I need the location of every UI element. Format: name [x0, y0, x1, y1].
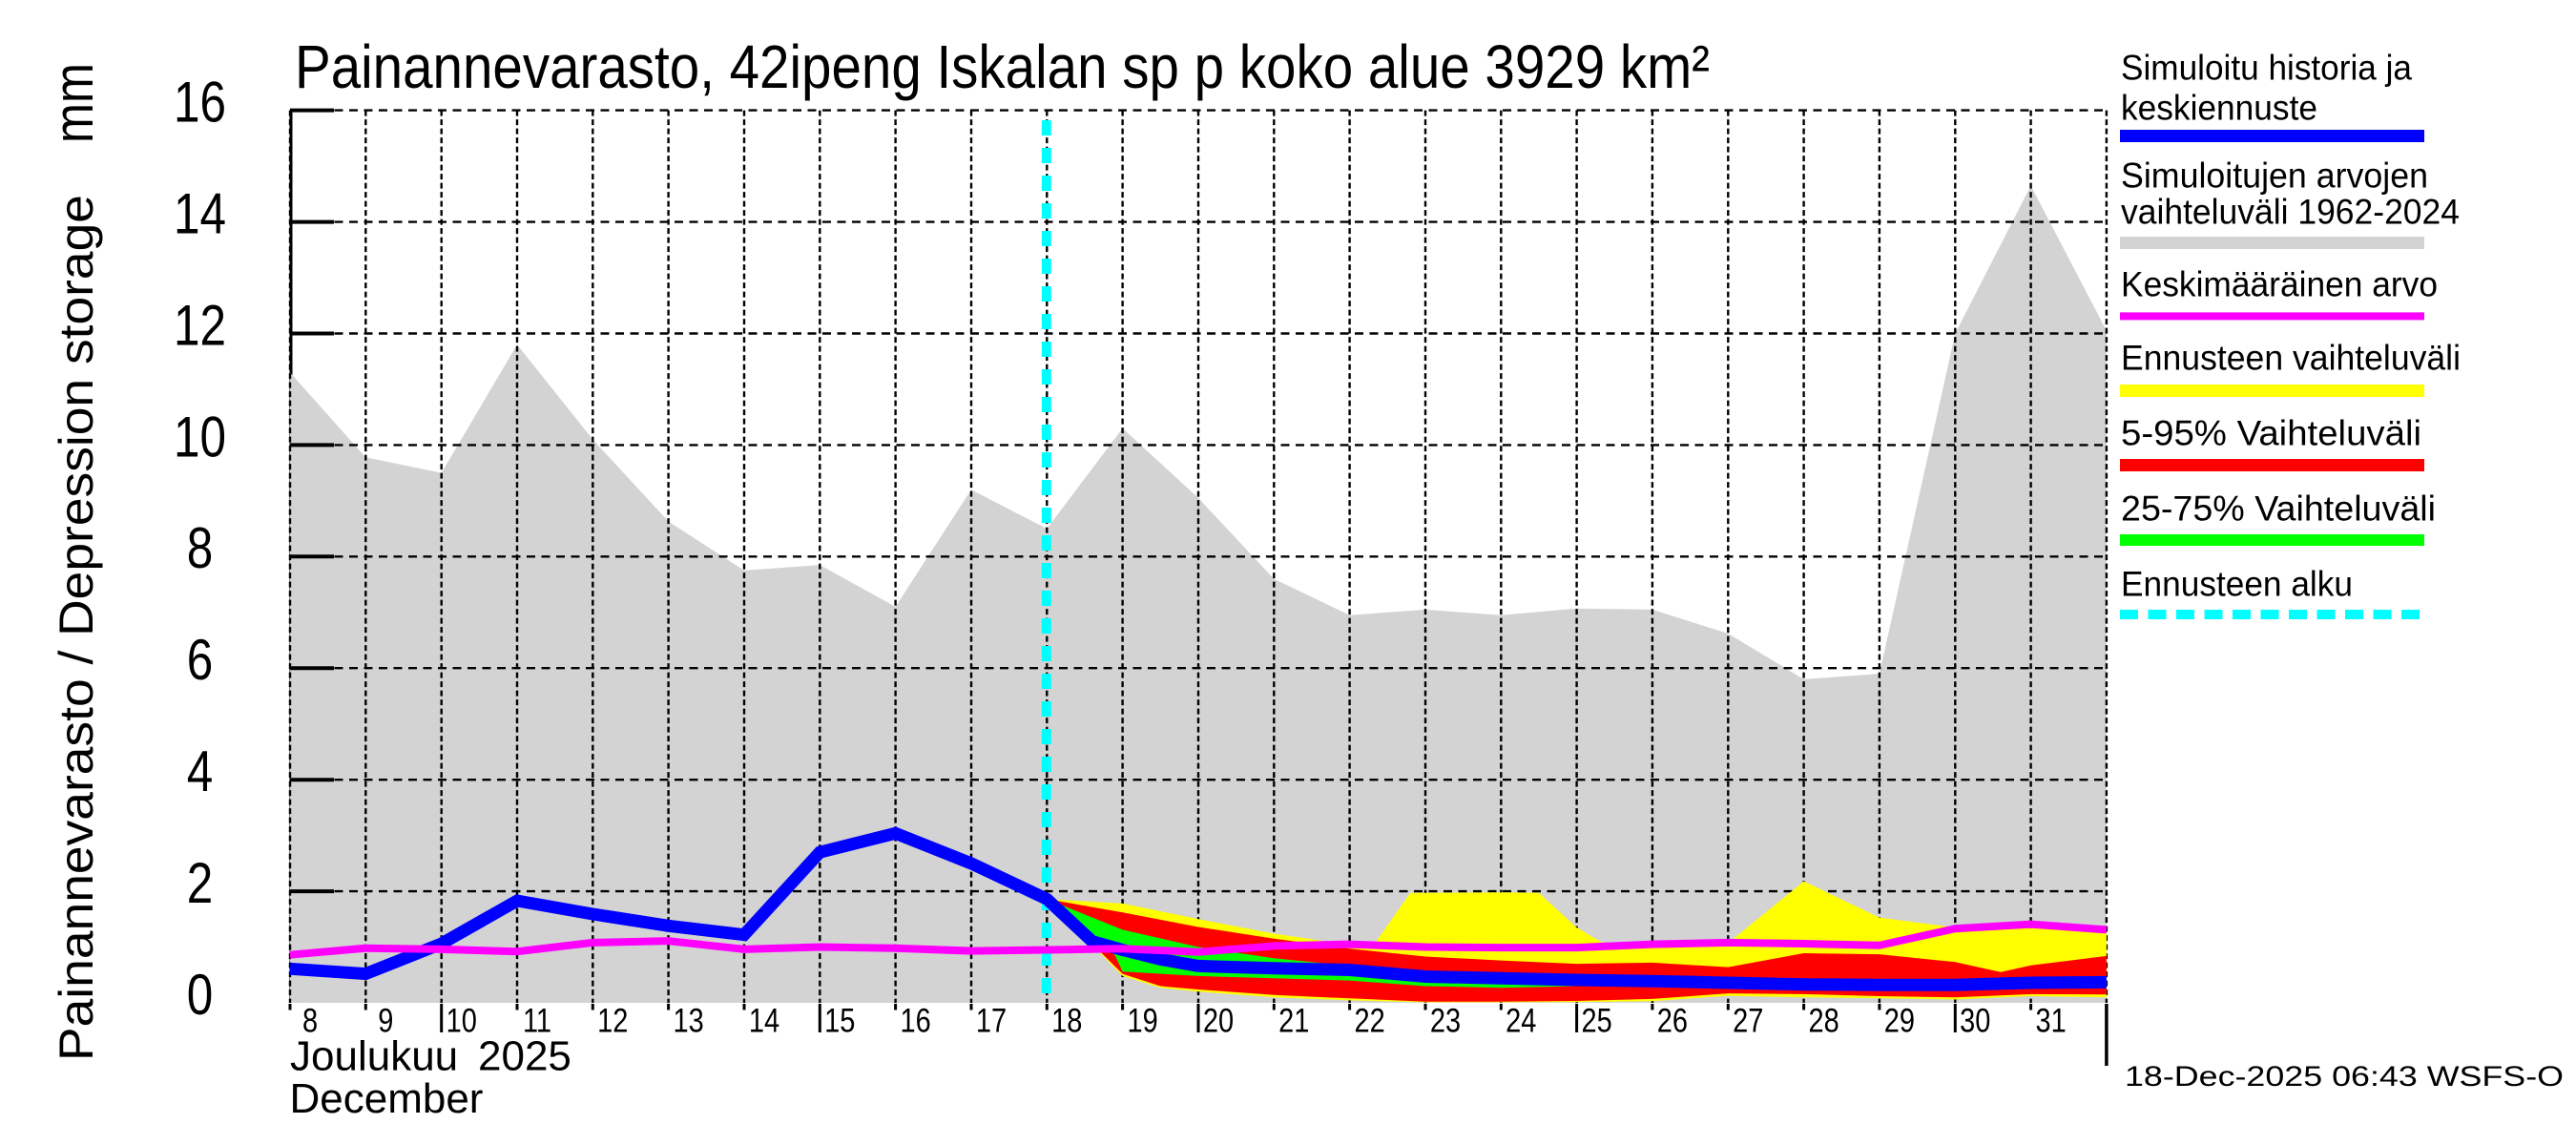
svg-text:Ennusteen vaihteluväli: Ennusteen vaihteluväli — [2121, 338, 2461, 377]
svg-text:10: 10 — [174, 405, 226, 469]
svg-text:Painannevarasto, 42ipeng Iskal: Painannevarasto, 42ipeng Iskalan sp p ko… — [295, 32, 1710, 101]
svg-text:16: 16 — [900, 1002, 930, 1039]
svg-text:Keskimääräinen arvo: Keskimääräinen arvo — [2121, 265, 2438, 304]
svg-text:27: 27 — [1733, 1002, 1763, 1039]
svg-text:Joulukuu: Joulukuu — [290, 1033, 458, 1080]
svg-text:vaihteluväli 1962-2024: vaihteluväli 1962-2024 — [2121, 193, 2460, 232]
svg-text:22: 22 — [1354, 1002, 1384, 1039]
svg-text:0: 0 — [187, 962, 214, 1027]
svg-text:Simuloitu historia ja: Simuloitu historia ja — [2121, 49, 2412, 88]
svg-text:17: 17 — [976, 1002, 1007, 1039]
svg-text:23: 23 — [1430, 1002, 1461, 1039]
svg-text:6: 6 — [187, 628, 214, 693]
svg-text:13: 13 — [673, 1002, 703, 1039]
svg-text:30: 30 — [1960, 1002, 1990, 1039]
svg-text:16: 16 — [174, 70, 226, 135]
svg-text:15: 15 — [824, 1002, 855, 1039]
svg-text:Painannevarasto / Depression s: Painannevarasto / Depression storage — [50, 195, 103, 1061]
svg-text:12: 12 — [174, 293, 226, 358]
svg-text:5-95% Vaihteluväli: 5-95% Vaihteluväli — [2121, 414, 2421, 453]
svg-text:28: 28 — [1808, 1002, 1839, 1039]
svg-text:25: 25 — [1581, 1002, 1611, 1039]
svg-text:mm: mm — [43, 63, 105, 143]
svg-text:8: 8 — [302, 1002, 318, 1039]
svg-text:24: 24 — [1506, 1002, 1536, 1039]
svg-text:10: 10 — [447, 1002, 477, 1039]
svg-text:12: 12 — [597, 1002, 628, 1039]
svg-text:4: 4 — [187, 739, 214, 804]
svg-text:21: 21 — [1278, 1002, 1309, 1039]
svg-text:2: 2 — [187, 850, 214, 915]
svg-text:19: 19 — [1127, 1002, 1157, 1039]
svg-text:29: 29 — [1884, 1002, 1915, 1039]
svg-text:Ennusteen alku: Ennusteen alku — [2121, 565, 2353, 604]
svg-text:2025: 2025 — [478, 1033, 571, 1080]
svg-text:26: 26 — [1657, 1002, 1688, 1039]
svg-text:18: 18 — [1051, 1002, 1082, 1039]
svg-text:8: 8 — [187, 516, 214, 581]
svg-text:14: 14 — [174, 181, 226, 246]
svg-text:December: December — [290, 1075, 484, 1122]
svg-text:Simuloitujen arvojen: Simuloitujen arvojen — [2121, 156, 2428, 196]
svg-text:keskiennuste: keskiennuste — [2121, 89, 2317, 128]
svg-text:31: 31 — [2035, 1002, 2066, 1039]
svg-text:14: 14 — [749, 1002, 779, 1039]
svg-text:25-75% Vaihteluväli: 25-75% Vaihteluväli — [2121, 489, 2436, 529]
svg-text:18-Dec-2025 06:43 WSFS-O: 18-Dec-2025 06:43 WSFS-O — [2125, 1061, 2564, 1093]
svg-text:9: 9 — [378, 1002, 393, 1039]
svg-text:11: 11 — [523, 1002, 551, 1039]
svg-text:20: 20 — [1203, 1002, 1234, 1039]
